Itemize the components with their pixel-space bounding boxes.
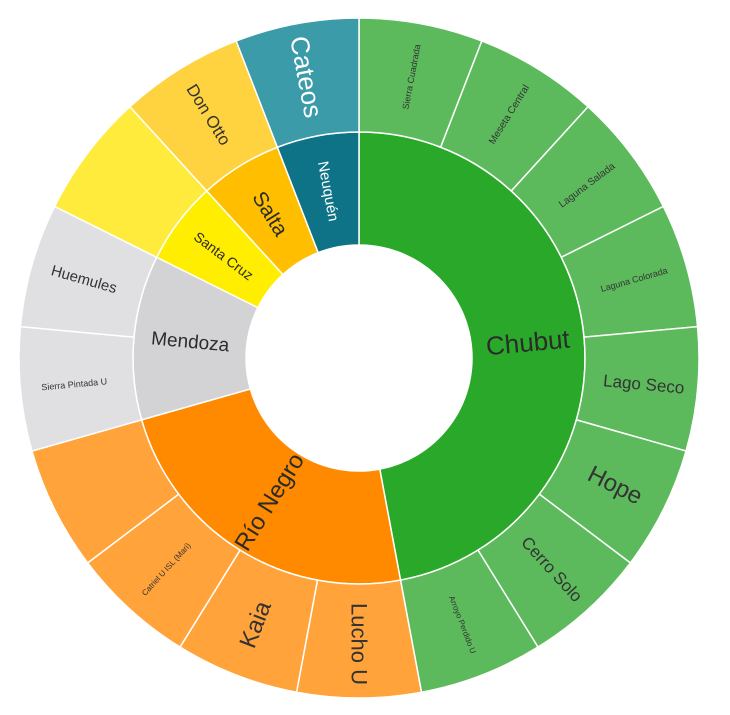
center-hole (246, 245, 472, 471)
label-lucho-u: Lucho U (347, 603, 372, 685)
segment-neuquen-cateos (235, 17, 360, 149)
outer-ring (18, 17, 700, 699)
